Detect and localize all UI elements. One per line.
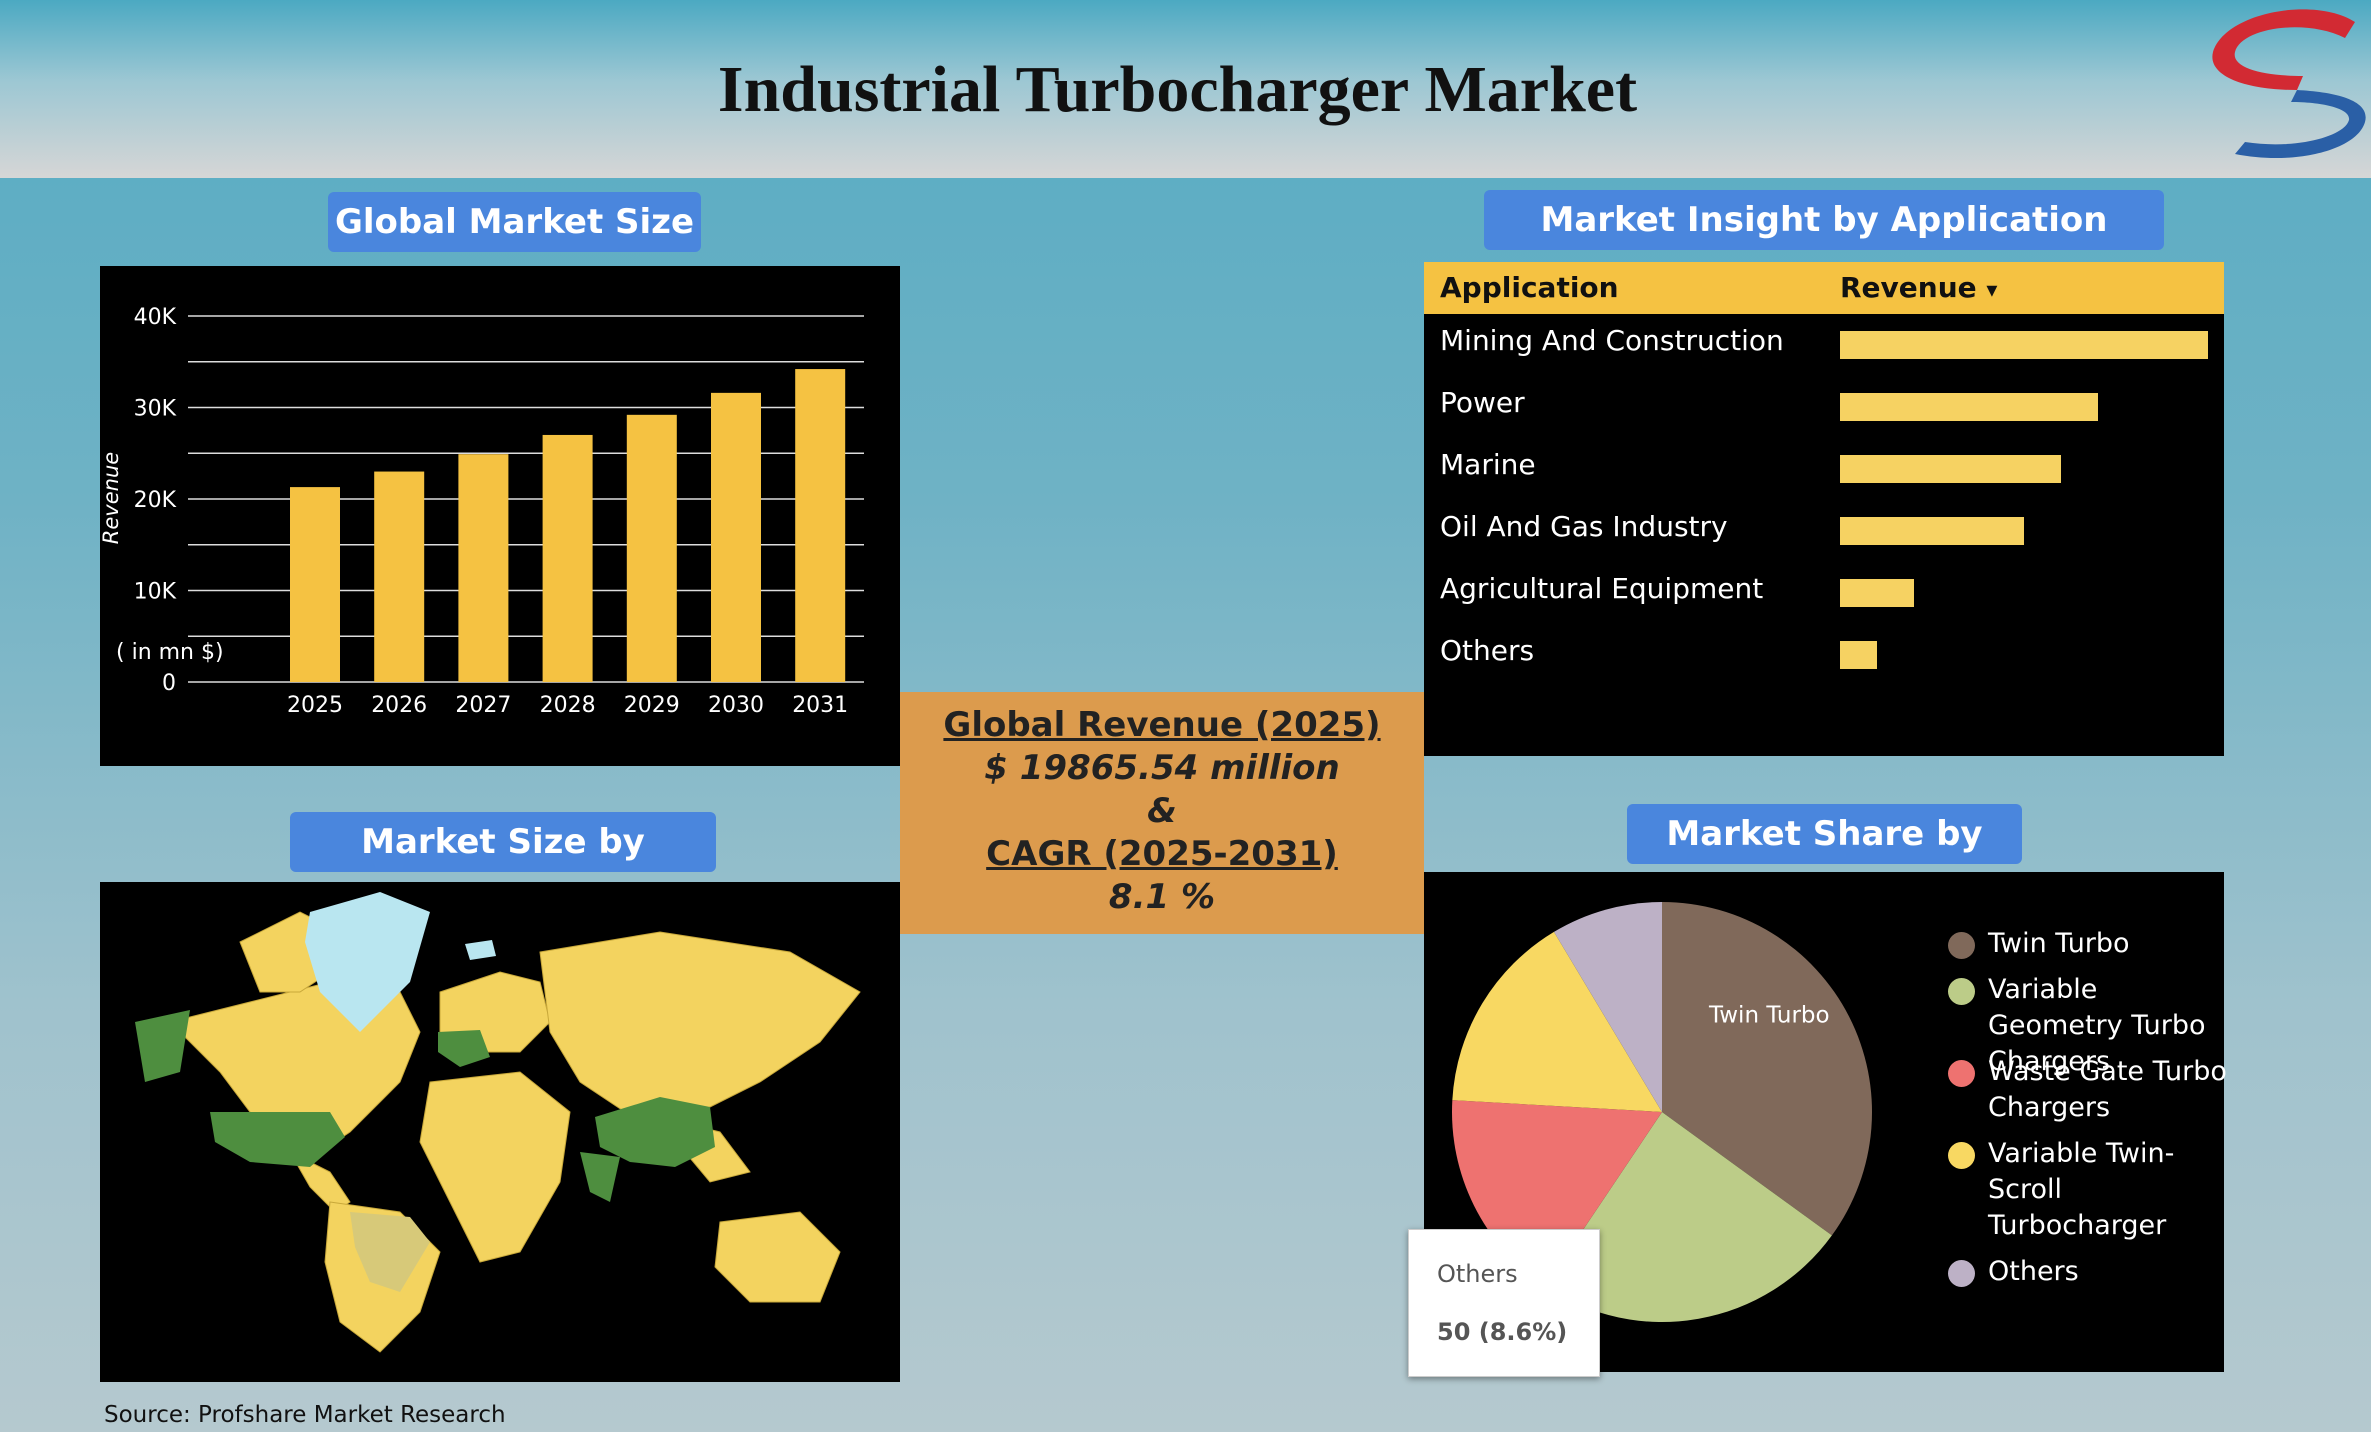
application-row[interactable]: Marine (1424, 438, 2224, 500)
application-revenue-bar (1840, 517, 2024, 545)
cagr-value: 8.1 % (1108, 877, 1216, 917)
ampersand: & (1147, 791, 1177, 831)
application-label: Oil And Gas Industry (1440, 510, 1728, 543)
map-land (169, 911, 861, 1353)
map-china (595, 1097, 715, 1167)
world-map (135, 892, 861, 1353)
map-usa (210, 1112, 345, 1167)
map-western-europe (438, 1030, 490, 1067)
revenue-label: Global Revenue (2025) (943, 705, 1381, 745)
map-iceland (465, 940, 496, 960)
x-tick-label: 2025 (287, 693, 343, 718)
legend-swatch (1948, 932, 1975, 959)
y-tick-label: 40K (134, 305, 177, 330)
map-brazil (350, 1212, 430, 1292)
y-tick-label: 10K (134, 580, 177, 605)
bar-2028[interactable] (542, 434, 593, 682)
application-revenue-bar (1840, 641, 1877, 669)
map-africa (419, 1071, 571, 1263)
bar-2030[interactable] (711, 392, 761, 682)
revenue-value: $ 19865.54 million (984, 748, 1340, 788)
y-axis-label: Revenue (100, 452, 123, 544)
legend-label: Variable Geometry Turbo Chargers (1988, 974, 2206, 1077)
application-table: Application Revenue ▾ Mining And Constru… (1424, 262, 2224, 756)
y-tick-label: 30K (134, 397, 177, 422)
application-heading: Market Insight by Application (1484, 190, 2164, 250)
application-revenue-bar (1840, 331, 2208, 359)
legend-swatch (1948, 1260, 1975, 1287)
pie-slice[interactable] (1553, 902, 1662, 1112)
legend-swatch (1948, 978, 1975, 1005)
tooltip-value: 50 (8.6%) (1437, 1318, 1568, 1346)
legend-label: Waste Gate Turbo Chargers (1988, 1056, 2227, 1123)
x-tick-label: 2027 (455, 693, 511, 718)
map-highlighted-regions (135, 1010, 715, 1202)
application-row[interactable]: Agricultural Equipment (1424, 562, 2224, 624)
region-map-panel (100, 882, 900, 1382)
pie-slice-label: Twin Turbo (1708, 1002, 1830, 1028)
application-label: Marine (1440, 448, 1536, 481)
legend-label: Variable Twin-Scroll Turbocharger (1988, 1138, 2175, 1241)
application-revenue-bar (1840, 455, 2061, 483)
cagr-label: CAGR (2025-2031) (986, 834, 1338, 874)
x-tick-label: 2031 (792, 693, 848, 718)
map-india (580, 1152, 620, 1202)
legend-label: Others (1988, 1256, 2079, 1287)
application-table-header: Application Revenue ▾ (1424, 262, 2224, 314)
legend-swatch (1948, 1060, 1975, 1087)
x-tick-label: 2026 (371, 693, 427, 718)
y-tick-label: 0 (162, 671, 176, 696)
y-tick-label: 20K (134, 488, 177, 513)
kpi-box: Global Revenue (2025) $ 19865.54 million… (900, 692, 1424, 934)
region-heading: Market Size by Region (290, 812, 716, 922)
market-size-heading: Global Market Size (328, 192, 701, 252)
application-label: Agricultural Equipment (1440, 572, 1764, 605)
bar-2027[interactable] (458, 454, 509, 682)
application-row[interactable]: Others (1424, 624, 2224, 686)
bar-2025[interactable] (290, 487, 340, 682)
header-banner: Industrial Turbocharger Market (0, 0, 2371, 178)
revenue-column-header[interactable]: Revenue ▾ (1840, 262, 1997, 317)
type-heading: Market Share by Type (1627, 804, 2022, 914)
revenue-column-label: Revenue (1840, 271, 1977, 304)
source-note: Source: Profshare Market Research (104, 1402, 506, 1428)
application-label: Power (1440, 386, 1525, 419)
unit-label: ( in mn $) (116, 640, 224, 665)
application-revenue-bar (1840, 579, 1914, 607)
brand-logo-icon (2212, 9, 2366, 159)
sort-desc-icon: ▾ (1986, 278, 1998, 303)
tooltip-label: Others (1437, 1260, 1518, 1288)
x-tick-label: 2029 (624, 693, 680, 718)
bar-2029[interactable] (626, 414, 677, 682)
pie-slice[interactable] (1452, 931, 1662, 1112)
map-australia (714, 1211, 841, 1303)
application-row[interactable]: Oil And Gas Industry (1424, 500, 2224, 562)
application-column-header: Application (1440, 271, 1619, 304)
application-row[interactable]: Power (1424, 376, 2224, 438)
map-asia (539, 931, 861, 1123)
pie-slice[interactable] (1545, 1112, 1832, 1322)
application-revenue-bar (1840, 393, 2098, 421)
map-alaska (135, 1010, 190, 1082)
pie-tooltip: Others 50 (8.6%) (1408, 1229, 1600, 1377)
market-size-panel: 0 10K 20K 30K 40K Revenue ( in mn $) 2025 2026 20… (99, 266, 900, 766)
application-label: Others (1440, 634, 1535, 667)
map-greenland (305, 892, 430, 1032)
bar-2031[interactable] (795, 369, 846, 682)
bar-2026[interactable] (374, 471, 425, 682)
legend-label: Twin Turbo (1988, 928, 2130, 959)
legend-swatch (1948, 1142, 1975, 1169)
x-tick-label: 2028 (540, 693, 596, 718)
application-label: Mining And Construction (1440, 324, 1784, 357)
market-size-chart: 0 10K 20K 30K 40K Revenue ( in mn $) 2025 2026 20… (99, 305, 864, 718)
page-title: Industrial Turbocharger Market (717, 53, 1638, 126)
application-row[interactable]: Mining And Construction (1424, 314, 2224, 376)
x-tick-label: 2030 (708, 693, 764, 718)
pie-slice[interactable] (1662, 902, 1872, 1236)
